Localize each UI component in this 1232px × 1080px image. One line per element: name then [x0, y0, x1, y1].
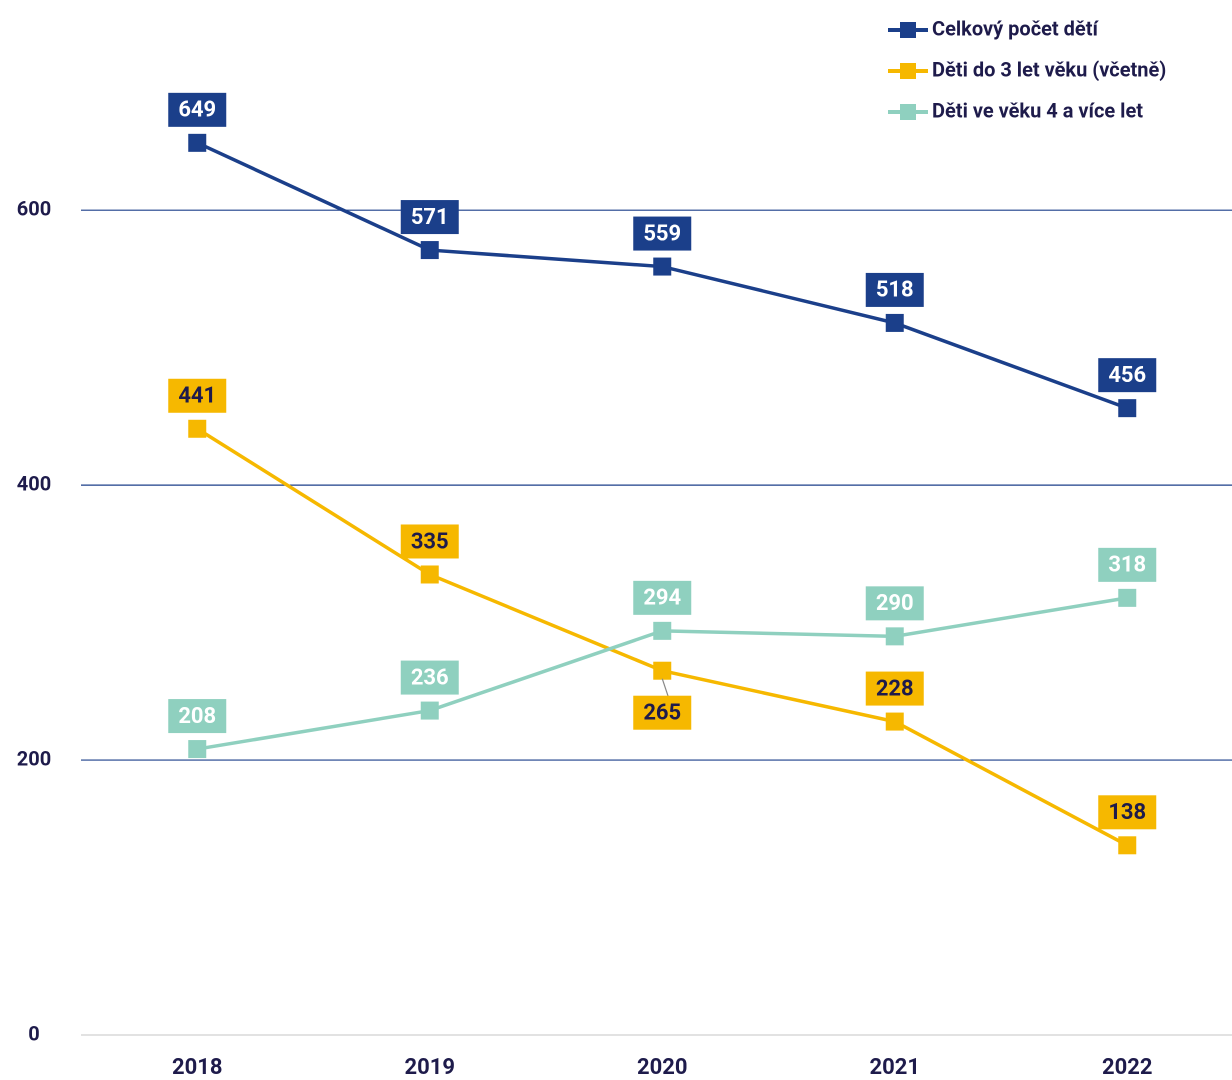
data-label-box: [400, 200, 459, 235]
data-label-box: [1098, 795, 1157, 830]
y-tick-label: 400: [17, 471, 51, 495]
point-marker: [188, 419, 207, 438]
point-marker: [1118, 588, 1137, 607]
point-marker: [885, 627, 904, 646]
data-label-box: [1098, 358, 1157, 393]
data-label-box: [865, 272, 924, 307]
data-label: 208: [178, 704, 216, 729]
point-marker: [188, 133, 207, 152]
data-label: 290: [876, 591, 914, 616]
data-label-box: [400, 660, 459, 695]
data-label: 138: [1108, 800, 1146, 825]
point-marker: [420, 565, 439, 584]
legend-label: Celkový počet dětí: [932, 16, 1099, 40]
data-label: 571: [411, 205, 449, 230]
point-marker: [420, 241, 439, 260]
data-label: 518: [876, 278, 914, 303]
x-tick-label: 2022: [1102, 1055, 1153, 1080]
data-label: 228: [876, 676, 914, 701]
point-marker: [420, 701, 439, 720]
data-label-box: [633, 580, 692, 615]
data-label-box: [168, 378, 227, 413]
point-marker: [1118, 836, 1137, 855]
y-tick-label: 600: [17, 196, 51, 220]
legend-marker: [900, 22, 916, 38]
point-marker: [885, 313, 904, 332]
data-label: 265: [643, 701, 681, 726]
y-tick-label: 0: [28, 1021, 39, 1045]
data-label: 456: [1108, 363, 1146, 388]
data-label: 559: [643, 221, 681, 246]
data-label: 318: [1108, 553, 1146, 578]
point-marker: [1118, 399, 1137, 418]
x-tick-label: 2018: [172, 1055, 223, 1080]
data-label-box: [168, 699, 227, 734]
data-label: 649: [178, 98, 216, 123]
data-label: 441: [178, 384, 216, 409]
point-marker: [653, 661, 672, 680]
data-label-box: [865, 586, 924, 621]
y-tick-label: 200: [17, 746, 51, 770]
point-marker: [188, 740, 207, 759]
data-label: 335: [411, 529, 449, 554]
leader-line: [661, 678, 669, 697]
legend-marker: [900, 104, 916, 120]
point-marker: [653, 257, 672, 276]
data-label-box: [400, 524, 459, 559]
legend-label: Děti do 3 let věku (včetně): [932, 57, 1166, 81]
x-tick-label: 2019: [405, 1055, 456, 1080]
data-label-box: [865, 671, 924, 706]
x-tick-label: 2020: [637, 1055, 688, 1080]
data-label-box: [168, 92, 227, 127]
point-marker: [885, 712, 904, 731]
legend-marker: [900, 63, 916, 79]
data-label: 294: [643, 586, 681, 611]
data-label-box: [1098, 547, 1157, 582]
data-label-box: [633, 695, 692, 730]
data-label-box: [633, 216, 692, 251]
legend-label: Děti ve věku 4 a více let: [932, 98, 1143, 122]
point-marker: [653, 621, 672, 640]
x-tick-label: 2021: [870, 1055, 921, 1080]
data-label: 236: [411, 665, 449, 690]
